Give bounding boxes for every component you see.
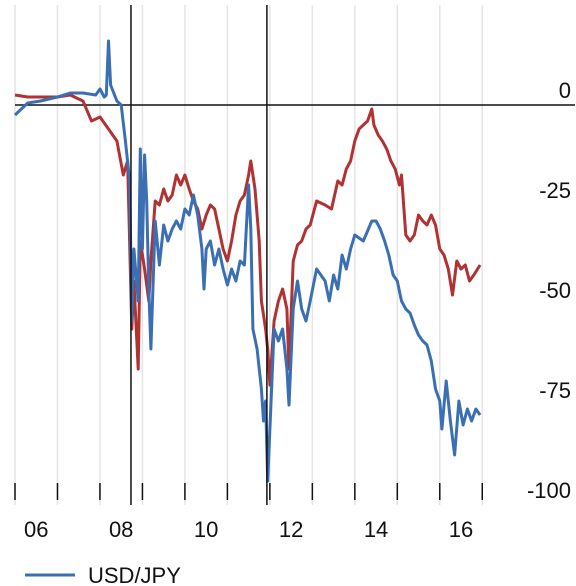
legend: USD/JPY (25, 563, 181, 586)
y-tick-label: -75 (539, 378, 571, 403)
x-tick-label: 16 (449, 517, 473, 542)
series-line (13, 39, 482, 483)
x-tick-label: 06 (24, 517, 48, 542)
x-tick-label: 12 (279, 517, 303, 542)
y-tick-label: -100 (527, 478, 571, 503)
x-tick-label: 08 (109, 517, 133, 542)
y-tick-label: 0 (559, 78, 571, 103)
series-line (14, 93, 482, 387)
y-tick-label: -25 (539, 178, 571, 203)
y-tick-label: -50 (539, 278, 571, 303)
legend-label: USD/JPY (88, 563, 181, 586)
x-tick-label: 10 (194, 517, 218, 542)
x-tick-label: 14 (364, 517, 388, 542)
